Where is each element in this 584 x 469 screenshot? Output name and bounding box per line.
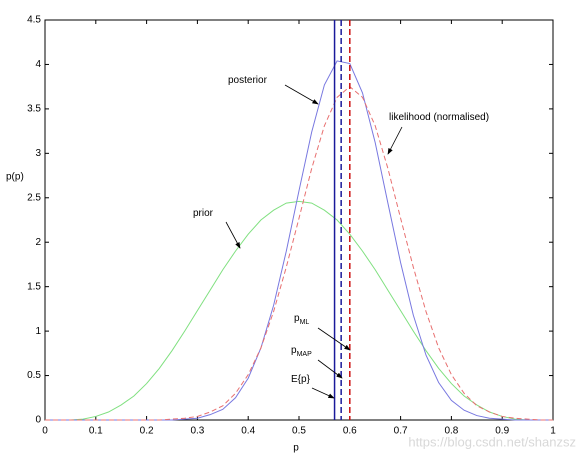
x-tick-label: 1 <box>550 426 556 437</box>
y-tick-label: 4.5 <box>27 15 41 26</box>
annotation-subscript: ML <box>300 319 310 326</box>
x-tick-label: 0.6 <box>343 426 357 437</box>
annotation-arrow <box>225 221 241 249</box>
x-tick-label: 0.1 <box>89 426 103 437</box>
annotation-arrow <box>317 327 351 351</box>
annotation: likelihood (normalised) <box>389 112 489 123</box>
series-line <box>45 86 553 421</box>
y-tick-label: 3.5 <box>27 104 41 115</box>
y-tick-label: 0.5 <box>27 370 41 381</box>
x-axis-label: p <box>293 443 299 454</box>
annotation-arrow <box>284 84 319 105</box>
annotation: E{p} <box>291 374 311 385</box>
annotation: posterior <box>228 75 268 86</box>
annotation-arrow <box>311 387 335 399</box>
y-tick-label: 2.5 <box>27 192 41 203</box>
annotation-text: prior <box>193 208 214 219</box>
annotation-text: likelihood (normalised) <box>389 112 489 123</box>
annotation: pMAP <box>291 345 312 358</box>
x-tick-label: 0.4 <box>241 426 255 437</box>
annotation: pML <box>294 313 309 326</box>
y-axis-label: p(p) <box>6 172 24 183</box>
x-tick-label: 0.7 <box>394 426 408 437</box>
y-tick-label: 1.5 <box>27 281 41 292</box>
x-tick-label: 0.2 <box>140 426 154 437</box>
plot-frame <box>44 19 554 421</box>
y-tick-label: 3 <box>35 148 41 159</box>
series-line <box>45 200 553 421</box>
x-tick-label: 0.3 <box>190 426 204 437</box>
annotation-subscript: MAP <box>297 351 313 358</box>
y-tick-label: 4 <box>35 59 41 70</box>
x-tick-label: 0.9 <box>495 426 509 437</box>
y-tick-label: 0 <box>35 415 41 426</box>
annotation-text: posterior <box>228 75 268 86</box>
watermark: https://blog.csdn.net/shanzsz <box>408 434 576 449</box>
y-tick-label: 1 <box>35 326 41 337</box>
y-tick-label: 2 <box>35 237 41 248</box>
x-tick-label: 0.8 <box>444 426 458 437</box>
annotation-text: p <box>291 345 297 356</box>
annotation: prior <box>193 208 214 219</box>
annotation-text: p <box>294 313 300 324</box>
annotation-text: E{p} <box>291 374 311 385</box>
annotation-arrow <box>317 359 343 379</box>
x-tick-label: 0 <box>42 426 48 437</box>
x-tick-label: 0.5 <box>292 426 306 437</box>
annotation-arrow <box>387 126 403 155</box>
